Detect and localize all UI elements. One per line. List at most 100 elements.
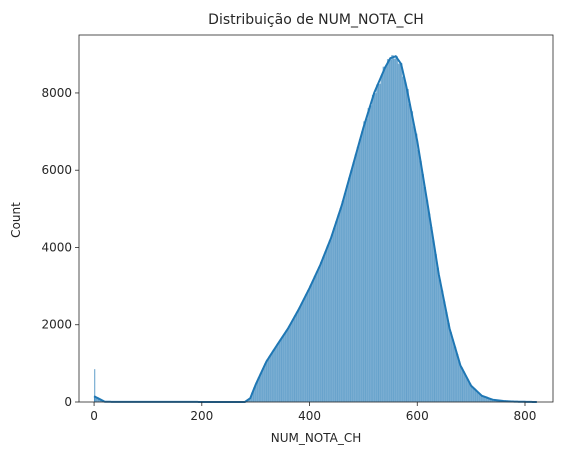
histogram-bar (406, 88, 409, 403)
y-tick-label: 0 (64, 395, 72, 409)
histogram-bar (261, 368, 265, 403)
histogram-bar (432, 240, 435, 403)
histogram-bar (259, 372, 263, 403)
histogram-bar (455, 354, 459, 403)
histogram-bar (438, 279, 442, 403)
histogram-bar (318, 267, 321, 403)
histogram-bar (460, 367, 463, 403)
histogram-bar (266, 359, 269, 403)
y-tick-label: 4000 (41, 240, 72, 254)
histogram-bar (337, 214, 340, 403)
histogram-bar (335, 221, 338, 403)
histogram-bar (417, 149, 420, 403)
histogram-bar (442, 301, 446, 403)
histogram-bar (425, 200, 429, 403)
y-tick-label: 8000 (41, 86, 72, 100)
histogram-bar (330, 234, 334, 403)
y-tick-label: 6000 (41, 163, 72, 177)
histogram-bar (367, 108, 371, 403)
histogram-bar (410, 111, 414, 403)
histogram-bar (423, 187, 427, 403)
histogram-bar (268, 356, 271, 403)
y-tick-label: 2000 (41, 318, 72, 332)
histogram-bar (358, 139, 362, 403)
histogram-bar (354, 154, 358, 403)
x-axis-label: NUM_NOTA_CH (271, 431, 362, 445)
histogram-bar (283, 333, 286, 403)
histogram-bar (434, 254, 437, 403)
histogram-bar (300, 302, 304, 403)
histogram-bar (348, 177, 351, 403)
x-tick-label: 800 (514, 409, 537, 423)
histogram-bar (309, 285, 312, 403)
histogram-bar (279, 339, 282, 403)
histogram-bar (430, 227, 433, 403)
histogram-bar (333, 227, 336, 403)
histogram-bar (386, 59, 390, 403)
plot-frame (78, 34, 554, 403)
histogram-bar (369, 105, 373, 403)
histogram-bar (361, 131, 364, 403)
histogram-bar (427, 213, 431, 403)
histogram-bar (402, 76, 405, 403)
x-tick-label: 600 (406, 409, 429, 423)
histogram-bar (462, 371, 465, 403)
histogram-bar (322, 256, 325, 403)
histogram-bar (339, 208, 343, 403)
histogram-bar (307, 290, 310, 403)
histogram-bar (326, 245, 330, 403)
histogram-bar (389, 59, 392, 403)
histogram-bar (311, 280, 314, 403)
histogram-bar (419, 160, 422, 403)
x-tick-label: 0 (90, 409, 98, 423)
histogram-bar (341, 200, 345, 403)
histogram-bar (458, 361, 461, 403)
histogram-bar (274, 346, 278, 403)
histogram-bar (320, 262, 323, 403)
histogram-bar (404, 82, 407, 403)
histogram-bar (436, 267, 439, 403)
histogram-bar (350, 170, 353, 403)
histogram-bar (305, 294, 308, 403)
histogram-bar (408, 103, 411, 403)
x-tick-label: 400 (298, 409, 321, 423)
histogram-bar (414, 133, 418, 403)
histogram-bar (277, 343, 280, 403)
histogram-bar (298, 307, 302, 403)
histogram-bar (302, 298, 306, 403)
y-axis-label: Count (9, 202, 23, 238)
histogram-bar (352, 162, 355, 403)
histogram-bar (270, 352, 274, 403)
histogram-bar (412, 126, 416, 403)
histogram-bar (272, 349, 276, 403)
histogram-bar (451, 339, 455, 403)
histogram-bar (395, 56, 399, 403)
histogram-bar (294, 314, 297, 403)
histogram-bar (281, 336, 284, 403)
histogram-bars (93, 55, 534, 403)
histogram-bar (346, 185, 349, 403)
histogram-bar (447, 323, 450, 403)
histogram-bar (356, 146, 360, 403)
histogram-bar (378, 83, 381, 403)
histogram-bar (374, 93, 377, 403)
histogram-bar (94, 369, 96, 402)
histogram-bar (380, 75, 383, 403)
histogram-bar (391, 55, 394, 403)
histogram-bar (365, 118, 368, 403)
histogram-bar (470, 386, 474, 403)
histogram-bar (285, 330, 289, 403)
histogram-bar (440, 290, 444, 403)
x-tick-label: 200 (190, 409, 213, 423)
chart-title: Distribuição de NUM_NOTA_CH (208, 12, 424, 28)
histogram-bar (264, 363, 267, 403)
histogram-bar (371, 94, 375, 403)
histogram-bar (292, 318, 295, 403)
histogram-bar (313, 276, 317, 403)
histogram-bar (324, 251, 327, 403)
histogram-bar (382, 66, 386, 403)
histogram-bar (384, 66, 388, 403)
histogram-bar (287, 326, 291, 403)
